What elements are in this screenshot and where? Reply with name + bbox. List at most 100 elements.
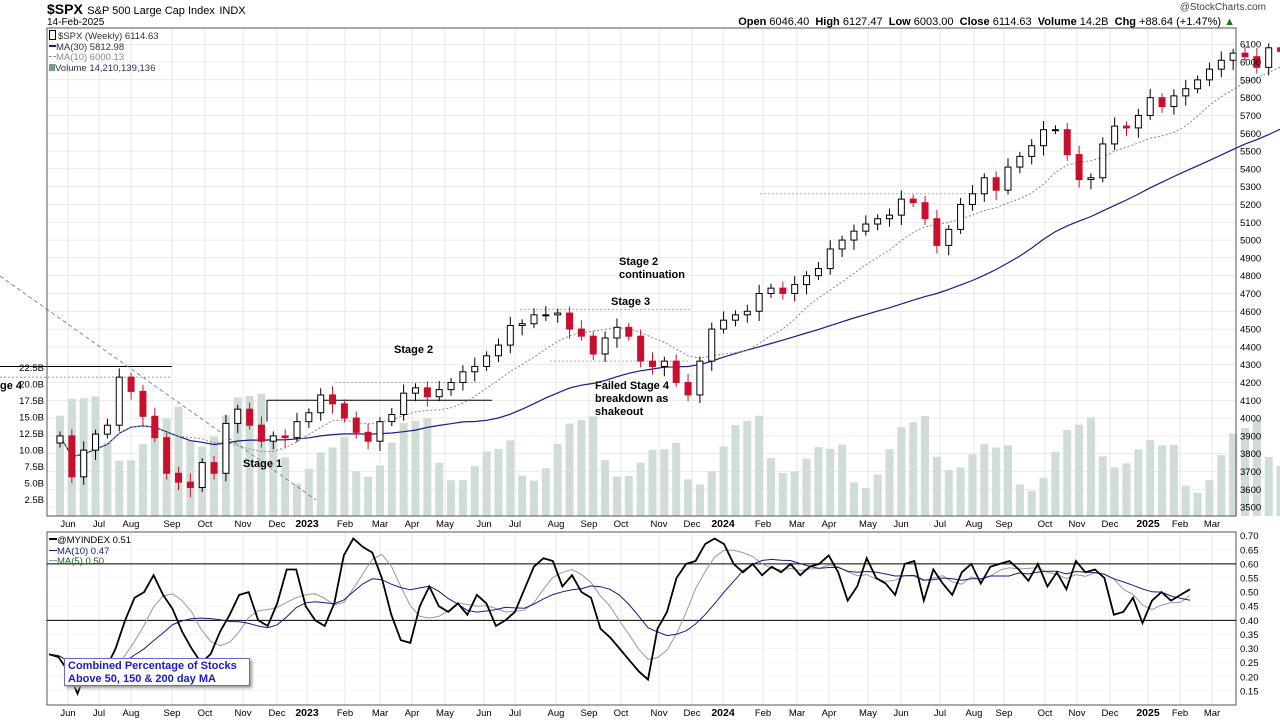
volume-bar — [743, 420, 752, 516]
volume-bar — [790, 471, 799, 516]
candle-body — [388, 414, 396, 423]
chart-header: $SPX S&P 500 Large Cap Index INDX — [47, 1, 246, 19]
x-tick-label: Dec — [1102, 708, 1119, 719]
candle-body — [340, 403, 348, 419]
volume-bar — [387, 442, 396, 516]
candle-body — [577, 328, 585, 337]
volume-bar — [103, 442, 112, 516]
candle-body — [459, 371, 467, 383]
legend-myindex: @MYINDEX 0.51 — [49, 535, 131, 547]
indicator-tick-label: 0.40 — [1240, 616, 1259, 627]
candle-body — [838, 239, 846, 250]
candle-body — [708, 328, 716, 362]
volume-bar — [648, 449, 657, 516]
volume-bar — [589, 416, 598, 516]
candle-body — [80, 449, 88, 478]
x-tick-label: Oct — [1038, 519, 1053, 530]
x-tick-label: Nov — [1069, 519, 1086, 530]
candle-body — [257, 424, 265, 442]
volume-bar — [885, 449, 894, 516]
candle-body — [1265, 47, 1273, 68]
volume-bar — [767, 458, 775, 516]
candle-body — [1111, 125, 1119, 145]
candle-body — [660, 360, 668, 367]
candle-body — [305, 412, 313, 423]
candle-body — [921, 202, 929, 220]
candle-body — [886, 214, 893, 220]
x-tick-label: Jun — [893, 708, 908, 719]
volume-bar — [1051, 452, 1060, 516]
x-tick-label: Jul — [93, 708, 105, 719]
indicator-tick-label: 0.25 — [1240, 658, 1259, 669]
candle-body — [743, 310, 751, 316]
change-up-arrow-icon: ▲ — [1224, 16, 1235, 28]
candle-body — [850, 230, 858, 241]
volume-bar — [1252, 419, 1261, 516]
price-tick-label: 5500 — [1240, 147, 1261, 158]
candle-body — [1040, 129, 1048, 147]
candle-body — [352, 417, 360, 433]
x-tick-label: Mar — [372, 708, 388, 719]
x-tick-label: Mar — [789, 519, 805, 530]
legend-volume: Volume 14,210,139,136 — [49, 63, 159, 75]
x-tick-label: Jun — [60, 519, 75, 530]
candle-body — [483, 355, 491, 367]
candle-body — [494, 344, 502, 357]
candle-body — [1205, 68, 1213, 81]
volume-bar — [1015, 484, 1024, 516]
legend-ind-ma10: MA(10) 0.47 — [49, 546, 131, 558]
x-tick-label: Sep — [164, 519, 181, 530]
volume-tick-label: 17.5B — [19, 396, 44, 407]
x-tick-label: Apr — [405, 708, 420, 719]
volume-bar — [826, 448, 835, 516]
candle-body — [554, 312, 562, 316]
volume-bar — [470, 466, 479, 516]
candle-body — [957, 203, 965, 230]
candle-body — [1099, 143, 1107, 179]
legend-ma10: MA(10) 6000.13 — [49, 52, 159, 64]
price-tick-label: 3600 — [1240, 485, 1261, 496]
candle-body — [163, 437, 171, 474]
x-tick-label: Dec — [269, 519, 286, 530]
volume-bar — [281, 457, 290, 516]
candle-body — [968, 193, 976, 205]
volume-bar — [328, 447, 337, 516]
x-tick-label: Aug — [548, 519, 565, 530]
candle-body — [471, 365, 479, 373]
candle-body — [92, 433, 100, 451]
volume-bar — [861, 487, 870, 516]
x-tick-label: Aug — [548, 708, 565, 719]
price-tick-label: 6100 — [1240, 40, 1261, 51]
candle-body — [1134, 114, 1142, 129]
x-tick-label: Sep — [581, 519, 598, 530]
volume-bar — [399, 423, 408, 516]
volume-tick-label: 22.5B — [19, 363, 44, 374]
candle-body — [897, 198, 905, 216]
annotation-stage3: Stage 3 — [611, 296, 651, 308]
x-tick-label: Nov — [1069, 708, 1086, 719]
candle-body — [376, 421, 384, 442]
x-tick-label: Dec — [684, 519, 701, 530]
volume-bar — [482, 451, 491, 516]
volume-bar — [1158, 445, 1167, 516]
candle-body — [755, 292, 763, 312]
price-tick-label: 5300 — [1240, 182, 1261, 193]
x-tick-label: Apr — [822, 519, 837, 530]
indicator-panel-frame — [46, 531, 1237, 706]
indicator-tick-label: 0.35 — [1240, 630, 1259, 641]
watermark[interactable]: @StockCharts.com — [1179, 2, 1266, 13]
volume-bar — [707, 471, 716, 516]
candle-body — [423, 387, 431, 398]
candle-body — [1075, 154, 1083, 181]
price-tick-label: 5600 — [1240, 129, 1261, 140]
candle-body — [696, 360, 704, 396]
x-tick-label: Mar — [1204, 708, 1220, 719]
x-tick-label: Sep — [581, 708, 598, 719]
volume-bar — [56, 415, 64, 516]
price-tick-label: 4600 — [1240, 307, 1261, 318]
indicator-legend: @MYINDEX 0.51 MA(10) 0.47 MA(5) 0.50 — [49, 535, 131, 568]
price-panel-frame — [46, 27, 1237, 517]
x-tick-label: Nov — [651, 708, 668, 719]
candle-body — [1253, 56, 1261, 68]
